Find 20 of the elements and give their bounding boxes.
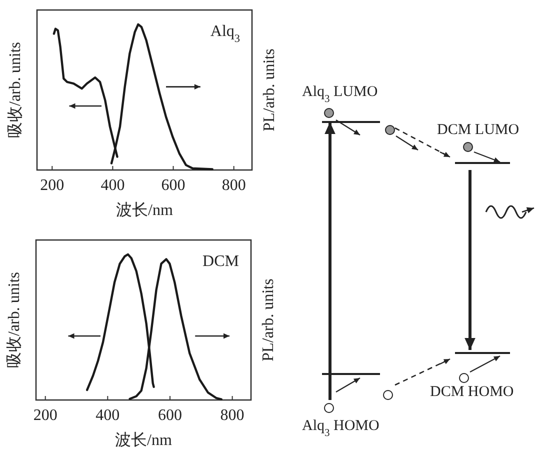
x-axis-title: 波长/nm xyxy=(115,431,172,449)
y2-axis-title: PL/arb. units xyxy=(260,278,277,362)
x-tick-label: 800 xyxy=(220,407,244,424)
text: Alq$_{3}$ HOMO xyxy=(302,418,380,438)
text: DCM HOMO xyxy=(430,384,514,400)
y2-axis-title: PL/arb. units xyxy=(261,48,278,132)
y-axis-title: 吸收/arb. units xyxy=(6,272,23,368)
x-tick-label: 600 xyxy=(158,407,182,424)
x-tick-label: 200 xyxy=(33,407,58,424)
text: DCM LUMO xyxy=(437,122,520,138)
annotation: DCM xyxy=(202,253,239,270)
x-tick-label: 600 xyxy=(161,177,186,194)
annotation: Alq$_{3}$ xyxy=(210,23,240,45)
x-tick-label: 200 xyxy=(40,177,64,194)
y-axis-title: 吸收/arb. units xyxy=(7,42,24,138)
x-tick-label: 400 xyxy=(96,407,120,424)
x-tick-label: 400 xyxy=(100,177,125,194)
x-axis-title: 波长/nm xyxy=(116,201,174,219)
text: Alq$_{3}$ LUMO xyxy=(302,84,378,104)
x-tick-label: 800 xyxy=(222,177,246,194)
